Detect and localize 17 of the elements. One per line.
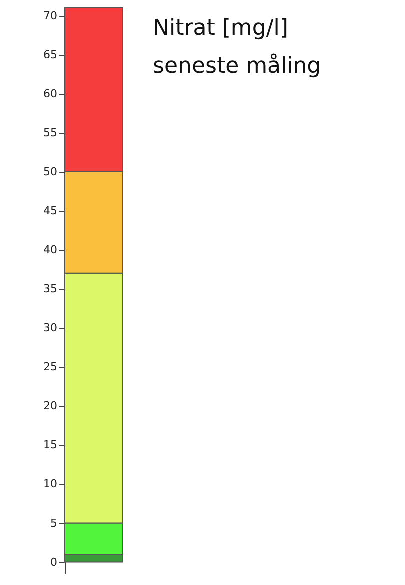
- y-tick-label: 70: [44, 9, 58, 22]
- y-tick-label: 30: [44, 322, 58, 335]
- y-tick-label: 65: [44, 48, 58, 62]
- text: Nitrat [mg/l]: [153, 16, 288, 41]
- text: seneste måling: [153, 53, 322, 79]
- y-tick-label: 55: [44, 126, 58, 140]
- y-tick-label: 25: [44, 360, 58, 374]
- y-tick-label: 15: [44, 438, 58, 452]
- y-tick-label: 40: [44, 244, 58, 257]
- y-tick-label: 45: [44, 204, 58, 218]
- y-tick-label: 10: [44, 478, 58, 491]
- y-tick-label: 5: [50, 516, 58, 530]
- y-tick-label: 35: [44, 282, 58, 296]
- y-tick-label: 50: [44, 165, 58, 178]
- y-tick-label: 60: [44, 87, 58, 100]
- y-tick-label: 20: [44, 400, 58, 413]
- y-tick-label: 0: [50, 556, 58, 569]
